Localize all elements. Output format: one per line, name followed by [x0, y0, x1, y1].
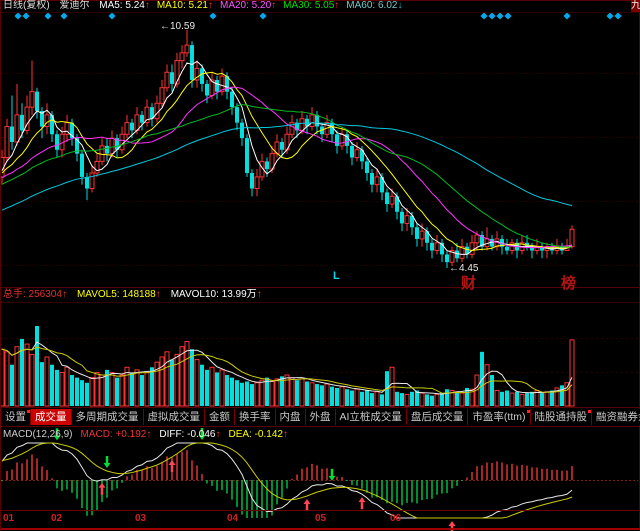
tab-10[interactable]: 市盈率(ttm): [468, 409, 531, 425]
indicator-tabs: 设置 成交量 多周期成交量 虚拟成交量 金额 换手率 内盘 外盘 AI立桩成交量 盘后成交量 市盈率…: [0, 409, 640, 425]
period-label: 日线(复权): [3, 0, 50, 11]
macd-readout-1: MACD: +0.192↑: [80, 429, 152, 440]
trend-arrow-icon: ↑: [282, 429, 288, 440]
ma-readout-2: MA20: 5.20↑: [219, 0, 277, 11]
ma-readout-0: MA5: 5.24↑: [99, 0, 150, 11]
trend-arrow-icon: ↑: [155, 289, 161, 300]
stock-name: 爱迪尔: [59, 0, 90, 11]
tab-6[interactable]: 内盘: [276, 409, 306, 425]
tab-notify-dot: [27, 410, 30, 413]
low-price-label: ←4.45: [449, 263, 479, 274]
trend-arrow-icon: ↑: [215, 429, 221, 440]
macd-header: MACD(12,26,9) MACD: +0.192↑ DIFF: -0.046↑ D…: [3, 428, 296, 441]
axis-month-label: 03: [135, 513, 147, 524]
volume-header: 总手: 256304↑ MAVOL5: 148188↑ MAVOL10: 13.99…: [3, 288, 272, 301]
macd-readout-3: DEA: -0.142↑: [228, 429, 288, 440]
trend-arrow-icon: ↑: [207, 0, 213, 11]
tab-4[interactable]: 金额: [205, 409, 235, 425]
watermark-char-1: 财: [461, 275, 477, 292]
tab-7[interactable]: 外盘: [306, 409, 336, 425]
ma-readout-1: MA10: 5.21↑: [156, 0, 213, 11]
main-chart-header: 日线(复权) 爱迪尔 MA5: 5.24↑ MA10: 5.21↑ MA20: 5.…: [3, 0, 409, 12]
trend-arrow-icon: ↑: [61, 289, 67, 300]
tab-notify-dot: [588, 410, 591, 413]
trend-arrow-icon: ↓: [397, 0, 403, 11]
ma-readouts: MA5: 5.24↑ MA10: 5.21↑ MA20: 5.20↑ MA30: 5.…: [99, 0, 409, 11]
tab-8[interactable]: AI立桩成交量: [336, 409, 407, 425]
axis-month-label: 05: [315, 513, 327, 524]
tab-0[interactable]: 设置: [0, 409, 31, 425]
tab-12[interactable]: 融资融券余额: [592, 409, 640, 425]
trend-arrow-icon: ↑: [144, 0, 150, 11]
tab-11[interactable]: 陆股通持股: [531, 409, 592, 425]
tab-notify-dot: [526, 410, 530, 413]
trend-arrow-icon: ↑: [256, 289, 262, 300]
time-axis: 01 02 03 04 05 06: [0, 512, 640, 527]
tab-2[interactable]: 多周期成交量: [72, 409, 144, 425]
tab-1[interactable]: 成交量: [31, 409, 72, 425]
trend-arrow-icon: ↑: [334, 0, 340, 11]
volume-readout-1: MAVOL5: 148188↑: [76, 289, 161, 300]
watermark-char-2: 榜: [561, 275, 577, 292]
volume-readout-2: MAVOL10: 13.99万↑: [170, 289, 262, 300]
macd-readout-2: DIFF: -0.046↑: [159, 429, 221, 440]
tab-3[interactable]: 虚拟成交量: [144, 409, 205, 425]
l-signal-mark: L: [333, 270, 340, 282]
trend-arrow-icon: ↑: [146, 429, 152, 440]
volume-readout-0: 总手: 256304↑: [3, 289, 67, 300]
high-price-label: ←10.59: [160, 21, 196, 32]
ma-readout-3: MA30: 5.05↑: [283, 0, 340, 11]
ma-readout-4: MA60: 6.02↓: [346, 0, 403, 11]
corner-badge: 九: [631, 0, 640, 12]
axis-month-label: 02: [51, 513, 63, 524]
tab-9[interactable]: 盘后成交量: [407, 409, 469, 425]
axis-month-label: 04: [227, 513, 239, 524]
tab-5[interactable]: 换手率: [235, 409, 276, 425]
trend-arrow-icon: ↑: [271, 0, 277, 11]
macd-readout-0: MACD(12,26,9): [3, 429, 73, 440]
axis-month-label: 01: [3, 513, 15, 524]
axis-month-label: 06: [390, 513, 402, 524]
